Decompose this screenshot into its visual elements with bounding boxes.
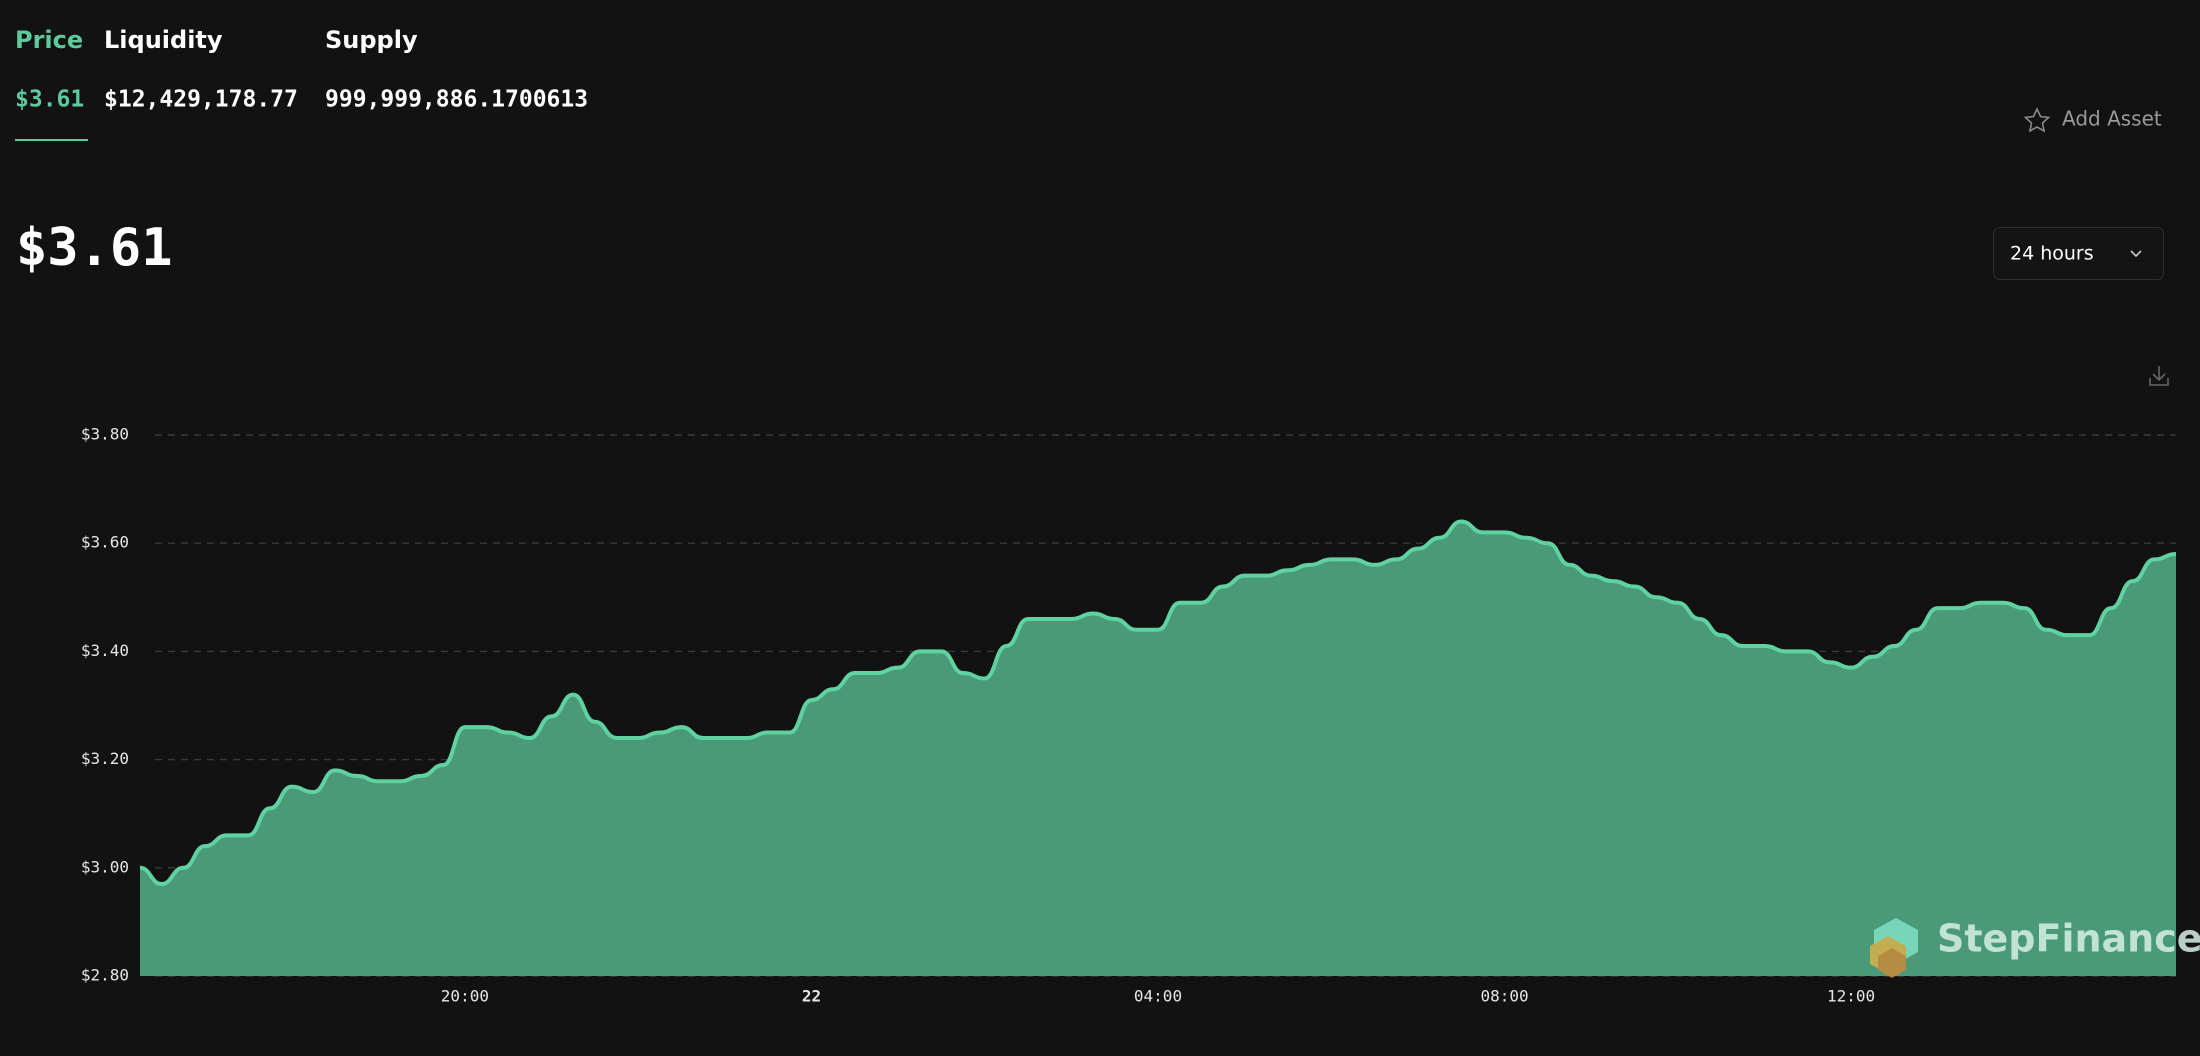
y-tick-label: $3.00 <box>81 857 129 876</box>
chart: $2.80 $3.00 $3.20 $3.40 $3.60 $3.80 20:00 22 04:… <box>81 425 2177 1006</box>
x-tick-label: 12:00 <box>1827 987 1875 1006</box>
watermark: StepFinance <box>1870 917 2200 978</box>
download-icon[interactable] <box>2149 366 2169 386</box>
x-tick-label: 22 <box>802 987 821 1006</box>
watermark-text: StepFinance <box>1937 917 2200 961</box>
y-tick-label: $3.60 <box>81 533 129 552</box>
area <box>140 521 2176 976</box>
x-tick-label: 04:00 <box>1134 987 1182 1006</box>
tab-liquidity-value: $12,429,178.77 <box>104 87 298 113</box>
price-display: $3.61 <box>16 218 173 278</box>
tab-liquidity[interactable]: Liquidity <box>104 26 223 54</box>
y-tick-label: $3.40 <box>81 641 129 660</box>
logo-bottom <box>1878 948 1906 978</box>
chevron-icon <box>2130 250 2142 258</box>
star-icon <box>2023 107 2051 133</box>
dropdown-box <box>1993 227 2164 280</box>
tab-supply[interactable]: Supply <box>325 26 418 54</box>
tab-price-value: $3.61 <box>15 87 84 113</box>
dropdown-label: 24 hours <box>2010 243 2094 265</box>
range-dropdown[interactable]: 24 hours <box>1993 227 2164 280</box>
line <box>139 519 2177 887</box>
tab-underline <box>15 139 88 141</box>
add-asset-label: Add Asset <box>2062 107 2162 131</box>
y-tick-label: $2.80 <box>81 966 129 985</box>
add-asset-button[interactable]: Add Asset <box>2023 107 2162 133</box>
x-tick-label: 20:00 <box>441 987 489 1006</box>
y-tick-label: $3.20 <box>81 749 129 768</box>
download-glyph <box>2149 366 2169 386</box>
x-tick-label: 08:00 <box>1480 987 1528 1006</box>
tab-price[interactable]: Price <box>15 26 83 54</box>
tabs: Price $3.61 Liquidity $12,429,178.77 Sup… <box>15 26 588 141</box>
tab-supply-value: 999,999,886.1700613 <box>325 87 588 113</box>
y-tick-label: $3.80 <box>81 425 129 444</box>
